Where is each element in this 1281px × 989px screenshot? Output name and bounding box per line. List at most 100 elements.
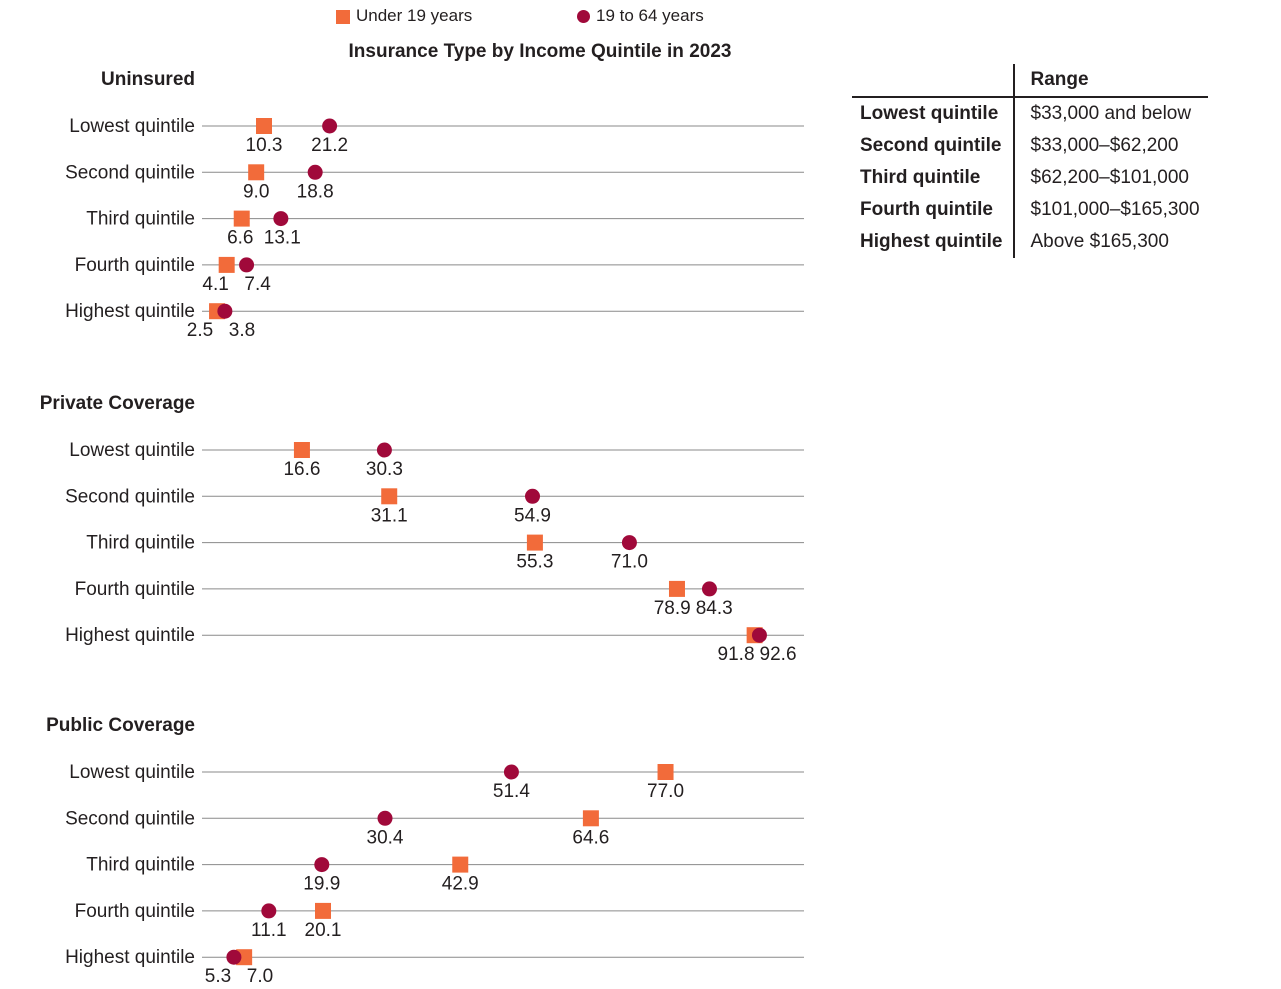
range-cell: $33,000 and below xyxy=(1012,97,1208,130)
square-marker xyxy=(657,764,674,780)
chart-main-title: Insurance Type by Income Quintile in 202… xyxy=(349,41,732,62)
data-label: 31.1 xyxy=(371,505,408,526)
circle-marker xyxy=(503,764,519,780)
quintile-cell: Second quintile xyxy=(860,135,1002,156)
square-marker-icon xyxy=(336,9,350,24)
square-marker xyxy=(668,580,685,597)
data-label: 30.4 xyxy=(367,827,404,848)
data-label: 77.0 xyxy=(647,781,684,802)
category-label: Second quintile xyxy=(65,486,195,507)
square-marker xyxy=(233,210,250,227)
data-label: 42.9 xyxy=(442,874,479,895)
category-label: Third quintile xyxy=(86,209,195,230)
circle-marker xyxy=(524,488,540,504)
data-label: 4.1 xyxy=(202,274,228,295)
range-cell: $101,000–$165,300 xyxy=(1012,194,1208,226)
square-marker xyxy=(582,810,599,827)
square-marker xyxy=(293,442,310,458)
category-label: Third quintile xyxy=(86,533,195,554)
circle-marker xyxy=(307,164,323,180)
circle-marker xyxy=(377,810,393,826)
circle-marker xyxy=(621,535,637,551)
category-label: Second quintile xyxy=(65,808,195,829)
square-marker xyxy=(248,164,265,181)
table-row: Third quintile $62,200–$101,000 xyxy=(852,162,1208,194)
table-header-range: Range xyxy=(1012,64,1208,98)
legend-item-under-19: Under 19 years xyxy=(336,6,472,26)
data-label: 20.1 xyxy=(305,920,342,941)
panel-title: Public Coverage xyxy=(46,715,195,736)
category-label: Lowest quintile xyxy=(69,116,195,137)
range-cell: Above $165,300 xyxy=(1012,226,1208,258)
circle-marker xyxy=(217,303,233,319)
quintile-cell: Highest quintile xyxy=(860,231,1003,252)
data-label: 51.4 xyxy=(493,781,530,802)
data-label: 16.6 xyxy=(283,459,320,480)
square-marker xyxy=(452,856,469,873)
legend-label: Under 19 years xyxy=(356,6,473,25)
data-label: 55.3 xyxy=(516,552,553,573)
table-header-blank xyxy=(852,64,1014,98)
data-label: 3.8 xyxy=(229,320,255,341)
range-cell: $33,000–$62,200 xyxy=(1012,130,1208,162)
category-label: Fourth quintile xyxy=(75,255,195,276)
data-label: 21.2 xyxy=(311,135,348,156)
data-label: 13.1 xyxy=(264,228,301,249)
data-label: 7.0 xyxy=(247,966,273,987)
data-label: 54.9 xyxy=(514,505,551,526)
legend-item-19-to-64: 19 to 64 years xyxy=(577,6,704,26)
category-label: Fourth quintile xyxy=(75,901,195,922)
data-label: 5.3 xyxy=(205,966,231,987)
data-label: 84.3 xyxy=(696,598,733,619)
category-label: Lowest quintile xyxy=(69,762,195,783)
circle-marker xyxy=(322,118,338,134)
data-label: 92.6 xyxy=(760,644,797,665)
panel-title: Uninsured xyxy=(101,69,195,90)
table-row: Second quintile $33,000–$62,200 xyxy=(852,130,1208,162)
category-label: Fourth quintile xyxy=(75,579,195,600)
square-marker xyxy=(381,488,398,505)
square-marker xyxy=(218,256,235,273)
data-label: 91.8 xyxy=(718,644,755,665)
data-label: 64.6 xyxy=(572,827,609,848)
data-label: 10.3 xyxy=(246,135,283,156)
circle-marker xyxy=(226,949,242,965)
square-marker xyxy=(526,534,543,551)
circle-marker xyxy=(376,442,392,458)
data-label: 18.8 xyxy=(297,181,334,202)
data-label: 19.9 xyxy=(303,874,340,895)
circle-marker-icon xyxy=(577,10,590,24)
data-label: 2.5 xyxy=(187,320,213,341)
category-label: Highest quintile xyxy=(65,947,195,968)
range-cell: $62,200–$101,000 xyxy=(1012,162,1208,194)
circle-marker xyxy=(701,581,717,597)
legend-label: 19 to 64 years xyxy=(596,6,704,25)
data-label: 78.9 xyxy=(654,598,691,619)
data-label: 11.1 xyxy=(251,920,287,941)
category-label: Third quintile xyxy=(86,855,195,876)
category-label: Lowest quintile xyxy=(69,440,195,461)
data-label: 71.0 xyxy=(611,552,648,573)
quintile-cell: Lowest quintile xyxy=(860,103,999,124)
circle-marker xyxy=(273,211,289,227)
data-label: 30.3 xyxy=(366,459,403,480)
quintile-cell: Fourth quintile xyxy=(860,199,993,220)
circle-marker xyxy=(239,257,255,273)
table-row: Highest quintile Above $165,300 xyxy=(852,226,1208,258)
data-label: 9.0 xyxy=(243,181,269,202)
category-label: Second quintile xyxy=(65,162,195,183)
circle-marker xyxy=(314,857,330,873)
panel-title: Private Coverage xyxy=(40,393,195,414)
square-marker xyxy=(315,902,332,919)
data-label: 6.6 xyxy=(227,228,253,249)
table-row: Fourth quintile $101,000–$165,300 xyxy=(852,194,1208,226)
category-label: Highest quintile xyxy=(65,625,195,646)
square-marker xyxy=(256,118,273,134)
circle-marker xyxy=(261,903,277,919)
table-row: Lowest quintile $33,000 and below xyxy=(852,97,1208,130)
data-label: 7.4 xyxy=(244,274,271,295)
income-range-table: Range Lowest quintile $33,000 and below … xyxy=(852,64,1208,258)
category-label: Highest quintile xyxy=(65,301,195,322)
quintile-cell: Third quintile xyxy=(860,167,981,188)
